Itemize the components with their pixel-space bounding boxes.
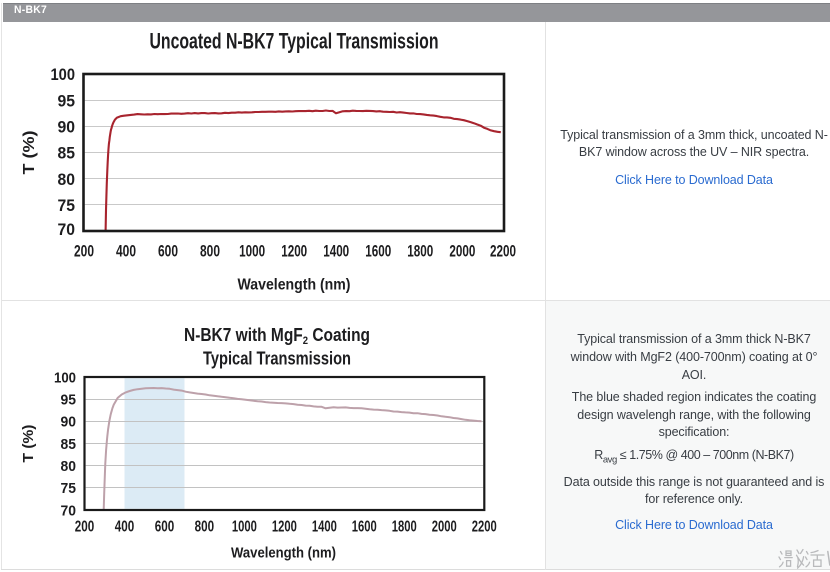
svg-text:1200: 1200 bbox=[272, 519, 297, 536]
svg-text:80: 80 bbox=[61, 458, 77, 475]
svg-text:2200: 2200 bbox=[472, 519, 497, 536]
svg-text:100: 100 bbox=[54, 369, 76, 386]
svg-text:200: 200 bbox=[75, 519, 95, 536]
svg-text:70: 70 bbox=[61, 502, 77, 519]
svg-text:95: 95 bbox=[58, 91, 76, 110]
svg-text:80: 80 bbox=[58, 170, 76, 189]
svg-text:1800: 1800 bbox=[392, 519, 417, 536]
svg-text:1000: 1000 bbox=[232, 519, 257, 536]
svg-text:200: 200 bbox=[74, 242, 94, 261]
svg-text:1600: 1600 bbox=[365, 242, 391, 261]
svg-text:600: 600 bbox=[158, 242, 178, 261]
svg-text:1200: 1200 bbox=[281, 242, 307, 261]
svg-text:800: 800 bbox=[195, 519, 215, 536]
svg-text:Typical Transmission: Typical Transmission bbox=[203, 349, 351, 369]
svg-text:T (%): T (%) bbox=[20, 425, 37, 463]
svg-text:70: 70 bbox=[58, 220, 76, 239]
svg-text:400: 400 bbox=[115, 519, 135, 536]
svg-text:85: 85 bbox=[61, 436, 77, 453]
svg-text:600: 600 bbox=[155, 519, 175, 536]
svg-text:400: 400 bbox=[116, 242, 136, 261]
svg-text:1800: 1800 bbox=[407, 242, 433, 261]
svg-text:2200: 2200 bbox=[490, 242, 516, 261]
svg-text:1400: 1400 bbox=[312, 519, 337, 536]
svg-text:2000: 2000 bbox=[449, 242, 475, 261]
svg-text:75: 75 bbox=[58, 196, 76, 215]
svg-text:1400: 1400 bbox=[323, 242, 349, 261]
svg-text:Wavelength (nm): Wavelength (nm) bbox=[231, 545, 336, 562]
svg-text:90: 90 bbox=[58, 118, 76, 137]
svg-text:N-BK7 with MgF2 Coating: N-BK7 with MgF2 Coating bbox=[184, 325, 370, 347]
svg-text:800: 800 bbox=[200, 242, 220, 261]
svg-text:85: 85 bbox=[58, 144, 76, 163]
svg-text:95: 95 bbox=[61, 392, 77, 409]
svg-text:T (%): T (%) bbox=[21, 131, 38, 175]
svg-text:100: 100 bbox=[51, 65, 76, 84]
svg-text:1000: 1000 bbox=[239, 242, 265, 261]
svg-text:75: 75 bbox=[61, 480, 77, 497]
svg-text:2000: 2000 bbox=[432, 519, 457, 536]
svg-text:Wavelength (nm): Wavelength (nm) bbox=[238, 277, 351, 294]
svg-text:Uncoated N-BK7 Typical Transmi: Uncoated N-BK7 Typical Transmission bbox=[150, 29, 439, 54]
svg-text:1600: 1600 bbox=[352, 519, 377, 536]
svg-text:90: 90 bbox=[61, 414, 77, 431]
